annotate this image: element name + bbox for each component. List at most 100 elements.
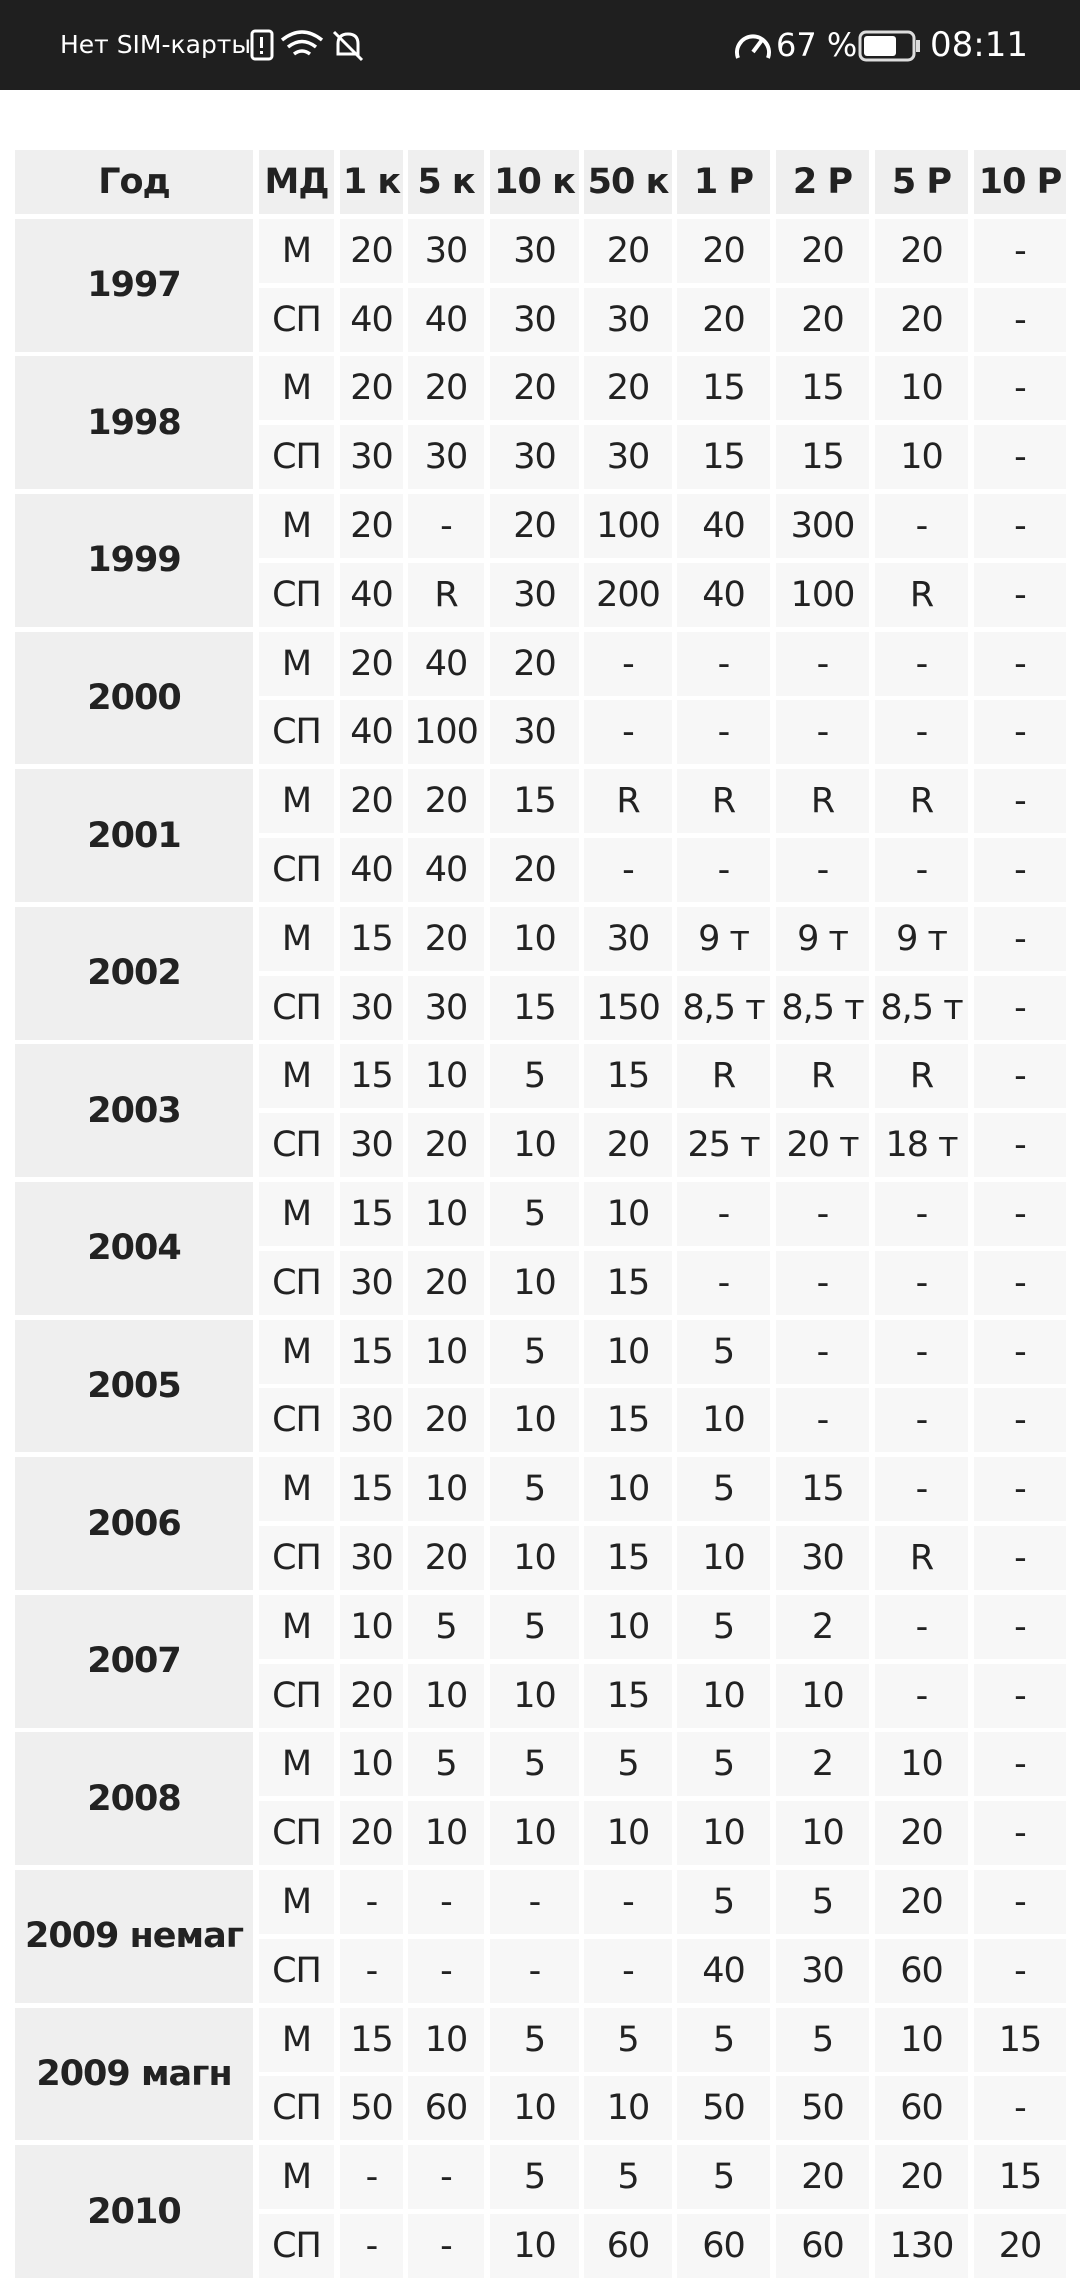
- value-cell: 15: [974, 2007, 1066, 2072]
- value-cell: 40: [408, 287, 484, 352]
- row-label: М: [259, 2007, 334, 2072]
- value-cell: -: [875, 1182, 968, 1246]
- row-label: М: [259, 1044, 334, 1109]
- value-cell: -: [974, 1801, 1066, 1866]
- value-cell: 5: [490, 1044, 579, 1109]
- value-cell: R: [677, 1044, 770, 1109]
- value-cell: -: [875, 494, 968, 558]
- value-cell: -: [974, 1732, 1066, 1797]
- value-cell: -: [875, 838, 968, 902]
- value-cell: 25 т: [677, 1113, 770, 1178]
- header-cell: 1 Р: [677, 150, 770, 214]
- value-cell: 50: [677, 2076, 770, 2141]
- value-cell: 20: [408, 1388, 484, 1453]
- value-cell: 300: [776, 494, 869, 558]
- value-cell: 5: [584, 2007, 672, 2072]
- row-label: М: [259, 1732, 334, 1797]
- value-cell: -: [974, 356, 1066, 421]
- value-cell: 30: [408, 218, 484, 283]
- header-cell: 10 к: [490, 150, 579, 214]
- value-cell: -: [974, 1663, 1066, 1728]
- header-cell: 1 к: [340, 150, 403, 214]
- year-cell: 2009 немаг: [15, 1870, 253, 2003]
- value-cell: 10: [584, 1182, 672, 1246]
- row-label: СП: [259, 1250, 334, 1315]
- value-cell: 20 т: [776, 1113, 869, 1178]
- value-cell: 20: [875, 2145, 968, 2210]
- value-cell: 60: [776, 2214, 869, 2278]
- value-cell: 5: [490, 1732, 579, 1797]
- row-label: М: [259, 769, 334, 834]
- value-cell: -: [677, 700, 770, 765]
- value-cell: 15: [340, 1044, 403, 1109]
- value-cell: -: [974, 1319, 1066, 1384]
- value-cell: -: [584, 1938, 672, 2003]
- value-cell: 30: [408, 975, 484, 1040]
- value-cell: 30: [490, 218, 579, 283]
- value-cell: 30: [490, 700, 579, 765]
- value-cell: 15: [677, 425, 770, 490]
- year-cell: 2007: [15, 1594, 253, 1728]
- value-cell: 10: [584, 2076, 672, 2141]
- value-cell: 5: [408, 1594, 484, 1659]
- value-cell: -: [875, 1388, 968, 1453]
- value-cell: -: [408, 2145, 484, 2210]
- year-cell: 2003: [15, 1044, 253, 1178]
- value-cell: -: [974, 1457, 1066, 1522]
- row-label: СП: [259, 975, 334, 1040]
- value-cell: 40: [340, 838, 403, 902]
- value-cell: 5: [677, 1732, 770, 1797]
- value-cell: -: [974, 1250, 1066, 1315]
- value-cell: -: [974, 700, 1066, 765]
- value-cell: 10: [584, 1801, 672, 1866]
- value-cell: 5: [490, 2007, 579, 2072]
- speed-icon: [735, 34, 771, 59]
- value-cell: 10: [490, 1526, 579, 1590]
- value-cell: 10: [408, 1801, 484, 1866]
- value-cell: 20: [776, 218, 869, 283]
- value-cell: 5: [584, 1732, 672, 1797]
- header-cell: 2 Р: [776, 150, 869, 214]
- value-cell: 15: [584, 1388, 672, 1453]
- value-cell: -: [776, 700, 869, 765]
- value-cell: 5: [776, 1870, 869, 1934]
- row-label: М: [259, 1870, 334, 1934]
- value-cell: 60: [875, 2076, 968, 2141]
- value-cell: 10: [875, 1732, 968, 1797]
- value-cell: -: [875, 1319, 968, 1384]
- value-cell: 10: [776, 1801, 869, 1866]
- value-cell: -: [974, 631, 1066, 696]
- value-cell: 10: [408, 1663, 484, 1728]
- value-cell: 10: [776, 1663, 869, 1728]
- value-cell: 30: [584, 287, 672, 352]
- value-cell: 5: [490, 1457, 579, 1522]
- value-cell: 10: [490, 1663, 579, 1728]
- value-cell: 5: [677, 1457, 770, 1522]
- value-cell: 10: [584, 1594, 672, 1659]
- value-cell: -: [340, 2214, 403, 2278]
- row-label: СП: [259, 838, 334, 902]
- value-cell: 20: [584, 356, 672, 421]
- value-cell: R: [776, 1044, 869, 1109]
- value-cell: 20: [408, 1113, 484, 1178]
- value-cell: 2: [776, 1732, 869, 1797]
- value-cell: 130: [875, 2214, 968, 2278]
- value-cell: 18 т: [875, 1113, 968, 1178]
- value-cell: -: [875, 1457, 968, 1522]
- value-cell: 20: [490, 631, 579, 696]
- value-cell: 100: [584, 494, 672, 558]
- year-cell: 1997: [15, 218, 253, 352]
- value-cell: 30: [340, 975, 403, 1040]
- value-cell: 10: [490, 2214, 579, 2278]
- row-label: М: [259, 494, 334, 558]
- value-cell: R: [875, 1526, 968, 1590]
- value-cell: 10: [490, 1388, 579, 1453]
- value-cell: -: [340, 1938, 403, 2003]
- value-cell: 15: [584, 1250, 672, 1315]
- value-cell: -: [677, 838, 770, 902]
- year-cell: 2000: [15, 631, 253, 765]
- row-label: М: [259, 1457, 334, 1522]
- value-cell: -: [974, 1113, 1066, 1178]
- value-cell: 20: [974, 2214, 1066, 2278]
- value-cell: 20: [340, 631, 403, 696]
